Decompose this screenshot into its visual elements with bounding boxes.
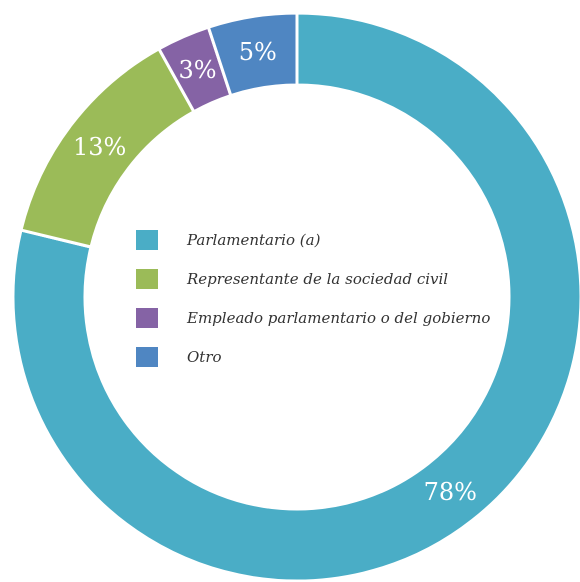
donut-slices: [11, 11, 580, 582]
slice-percent-label: 13%: [73, 133, 126, 161]
slice-percent-label: 78%: [424, 478, 477, 506]
legend-swatch: [136, 308, 158, 328]
legend-item-otro: Otro: [136, 347, 490, 367]
slice-percent-label: 5%: [239, 38, 277, 66]
donut-percent-labels: 78% 13% 3% 5%: [73, 38, 477, 506]
legend-item-parlamentario: Parlamentario (a): [136, 230, 490, 250]
donut-slice: [206, 11, 299, 98]
legend-swatch: [136, 269, 158, 289]
legend-label: Otro: [187, 348, 222, 366]
legend-label: Empleado parlamentario o del gobierno: [187, 309, 491, 327]
donut-slice: [11, 11, 580, 582]
legend-label: Representante de la sociedad civil: [187, 270, 449, 288]
legend-swatch: [136, 347, 158, 367]
slice-percent-label: 3%: [179, 56, 217, 84]
legend: Parlamentario (a) Representante de la so…: [136, 230, 490, 386]
legend-item-sociedad-civil: Representante de la sociedad civil: [136, 269, 490, 289]
legend-swatch: [136, 230, 158, 250]
legend-label: Parlamentario (a): [187, 231, 321, 249]
legend-item-empleado: Empleado parlamentario o del gobierno: [136, 308, 490, 328]
